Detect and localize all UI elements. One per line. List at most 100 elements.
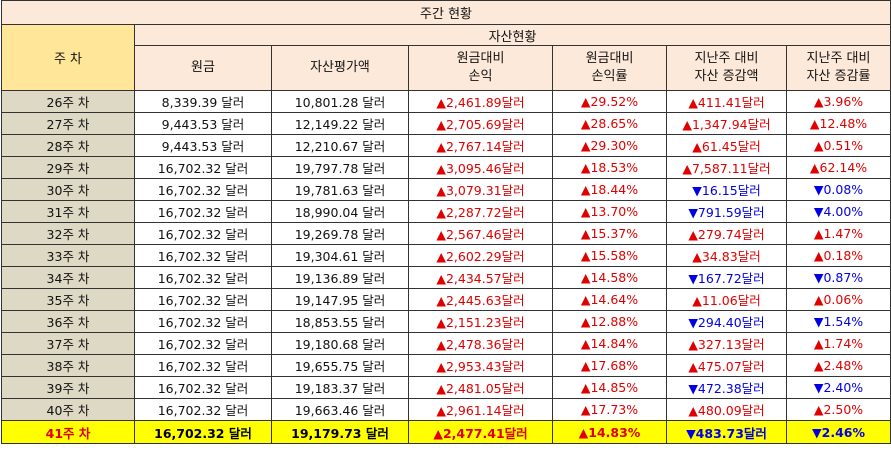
valuation-cell: 19,180.68 달러: [271, 332, 409, 355]
weekly-rate-cell: ▲0.06%: [785, 288, 891, 311]
valuation-cell: 19,269.78 달러: [271, 222, 409, 245]
header-weekly-rate-line2: 자산 증감률: [806, 69, 871, 84]
table-row: 37주 차 16,702.32 달러 19,180.68 달러 ▲2,478.3…: [1, 332, 891, 355]
weekly-rate-cell: ▲0.18%: [785, 244, 891, 267]
weekly-diff-cell: ▲411.41달러: [666, 90, 787, 113]
pl-rate-cell: ▲29.52%: [552, 90, 667, 113]
principal-cell: 16,702.32 달러: [134, 420, 272, 444]
table-row: 36주 차 16,702.32 달러 18,853.55 달러 ▲2,151.2…: [1, 310, 891, 333]
principal-cell: 16,702.32 달러: [134, 398, 272, 421]
table-row: 32주 차 16,702.32 달러 19,269.78 달러 ▲2,567.4…: [1, 222, 891, 245]
header-week: 주 차: [1, 24, 135, 91]
pl-cell: ▲3,079.31달러: [408, 178, 553, 201]
pl-rate-cell: ▲14.83%: [552, 420, 667, 444]
weekly-diff-cell: ▼294.40달러: [666, 310, 787, 333]
pl-cell: ▲2,705.69달러: [408, 112, 553, 135]
header-weekly-diff-line2: 자산 증감액: [694, 69, 759, 84]
week-cell: 32주 차: [1, 222, 135, 245]
weekly-rate-cell: ▼1.54%: [785, 310, 891, 333]
weekly-rate-cell: ▲0.51%: [785, 134, 891, 157]
pl-rate-cell: ▲14.58%: [552, 266, 667, 289]
header-pl-rate: 원금대비 손익률: [552, 45, 667, 91]
principal-cell: 16,702.32 달러: [134, 354, 272, 377]
principal-cell: 16,702.32 달러: [134, 310, 272, 333]
week-cell: 40주 차: [1, 398, 135, 421]
valuation-cell: 19,147.95 달러: [271, 288, 409, 311]
pl-cell: ▲2,953.43달러: [408, 354, 553, 377]
pl-cell: ▲2,481.05달러: [408, 376, 553, 399]
header-pl-line1: 원금대비: [456, 51, 505, 66]
principal-cell: 16,702.32 달러: [134, 244, 272, 267]
week-cell: 37주 차: [1, 332, 135, 355]
weekly-rate-cell: ▼2.40%: [785, 376, 891, 399]
week-cell: 31주 차: [1, 200, 135, 223]
valuation-cell: 18,990.04 달러: [271, 200, 409, 223]
table-row: 29주 차 16,702.32 달러 19,797.78 달러 ▲3,095.4…: [1, 156, 891, 179]
pl-rate-cell: ▲28.65%: [552, 112, 667, 135]
table-row: 28주 차 9,443.53 달러 12,210.67 달러 ▲2,767.14…: [1, 134, 891, 157]
pl-rate-cell: ▲18.44%: [552, 178, 667, 201]
pl-cell: ▲2,151.23달러: [408, 310, 553, 333]
pl-cell: ▲2,445.63달러: [408, 288, 553, 311]
pl-rate-cell: ▲18.53%: [552, 156, 667, 179]
pl-cell: ▲2,602.29달러: [408, 244, 553, 267]
pl-cell: ▲2,961.14달러: [408, 398, 553, 421]
week-cell: 39주 차: [1, 376, 135, 399]
valuation-cell: 18,853.55 달러: [271, 310, 409, 333]
table-row: 34주 차 16,702.32 달러 19,136.89 달러 ▲2,434.5…: [1, 266, 891, 289]
pl-rate-cell: ▲29.30%: [552, 134, 667, 157]
pl-cell: ▲2,478.36달러: [408, 332, 553, 355]
header-weekly-diff-line1: 지난주 대비: [694, 51, 759, 66]
weekly-rate-cell: ▲62.14%: [785, 156, 891, 179]
weekly-diff-cell: ▲1,347.94달러: [666, 112, 787, 135]
pl-rate-cell: ▲13.70%: [552, 200, 667, 223]
weekly-rate-cell: ▲2.48%: [785, 354, 891, 377]
header-pl-rate-line1: 원금대비: [585, 51, 634, 66]
valuation-cell: 19,304.61 달러: [271, 244, 409, 267]
table-row: 26주 차 8,339.39 달러 10,801.28 달러 ▲2,461.89…: [1, 90, 891, 113]
week-cell: 33주 차: [1, 244, 135, 267]
week-cell: 41주 차: [1, 420, 135, 444]
table-body: 26주 차 8,339.39 달러 10,801.28 달러 ▲2,461.89…: [1, 90, 891, 444]
principal-cell: 16,702.32 달러: [134, 200, 272, 223]
valuation-cell: 19,183.37 달러: [271, 376, 409, 399]
pl-cell: ▲3,095.46달러: [408, 156, 553, 179]
principal-cell: 16,702.32 달러: [134, 178, 272, 201]
week-cell: 38주 차: [1, 354, 135, 377]
principal-cell: 16,702.32 달러: [134, 266, 272, 289]
weekly-diff-cell: ▼167.72달러: [666, 266, 787, 289]
valuation-cell: 19,655.75 달러: [271, 354, 409, 377]
table-row: 27주 차 9,443.53 달러 12,149.22 달러 ▲2,705.69…: [1, 112, 891, 135]
weekly-rate-cell: ▲1.74%: [785, 332, 891, 355]
weekly-diff-cell: ▲279.74달러: [666, 222, 787, 245]
valuation-cell: 19,781.63 달러: [271, 178, 409, 201]
weekly-diff-cell: ▼791.59달러: [666, 200, 787, 223]
pl-rate-cell: ▲12.88%: [552, 310, 667, 333]
weekly-diff-cell: ▲11.06달러: [666, 288, 787, 311]
principal-cell: 9,443.53 달러: [134, 112, 272, 135]
pl-cell: ▲2,434.57달러: [408, 266, 553, 289]
weekly-diff-cell: ▲475.07달러: [666, 354, 787, 377]
pl-cell: ▲2,477.41달러: [408, 420, 553, 444]
weekly-diff-cell: ▲7,587.11달러: [666, 156, 787, 179]
weekly-rate-cell: ▲12.48%: [785, 112, 891, 135]
weekly-rate-cell: ▼0.08%: [785, 178, 891, 201]
pl-cell: ▲2,461.89달러: [408, 90, 553, 113]
table-row: 39주 차 16,702.32 달러 19,183.37 달러 ▲2,481.0…: [1, 376, 891, 399]
valuation-cell: 12,210.67 달러: [271, 134, 409, 157]
weekly-rate-cell: ▲1.47%: [785, 222, 891, 245]
pl-rate-cell: ▲15.37%: [552, 222, 667, 245]
header-principal: 원금: [134, 45, 272, 91]
table-row: 38주 차 16,702.32 달러 19,655.75 달러 ▲2,953.4…: [1, 354, 891, 377]
week-cell: 26주 차: [1, 90, 135, 113]
week-cell: 36주 차: [1, 310, 135, 333]
principal-cell: 9,443.53 달러: [134, 134, 272, 157]
valuation-cell: 19,663.46 달러: [271, 398, 409, 421]
pl-cell: ▲2,287.72달러: [408, 200, 553, 223]
week-cell: 35주 차: [1, 288, 135, 311]
header-weekly-rate-line1: 지난주 대비: [806, 51, 871, 66]
valuation-cell: 19,136.89 달러: [271, 266, 409, 289]
table-row: 35주 차 16,702.32 달러 19,147.95 달러 ▲2,445.6…: [1, 288, 891, 311]
